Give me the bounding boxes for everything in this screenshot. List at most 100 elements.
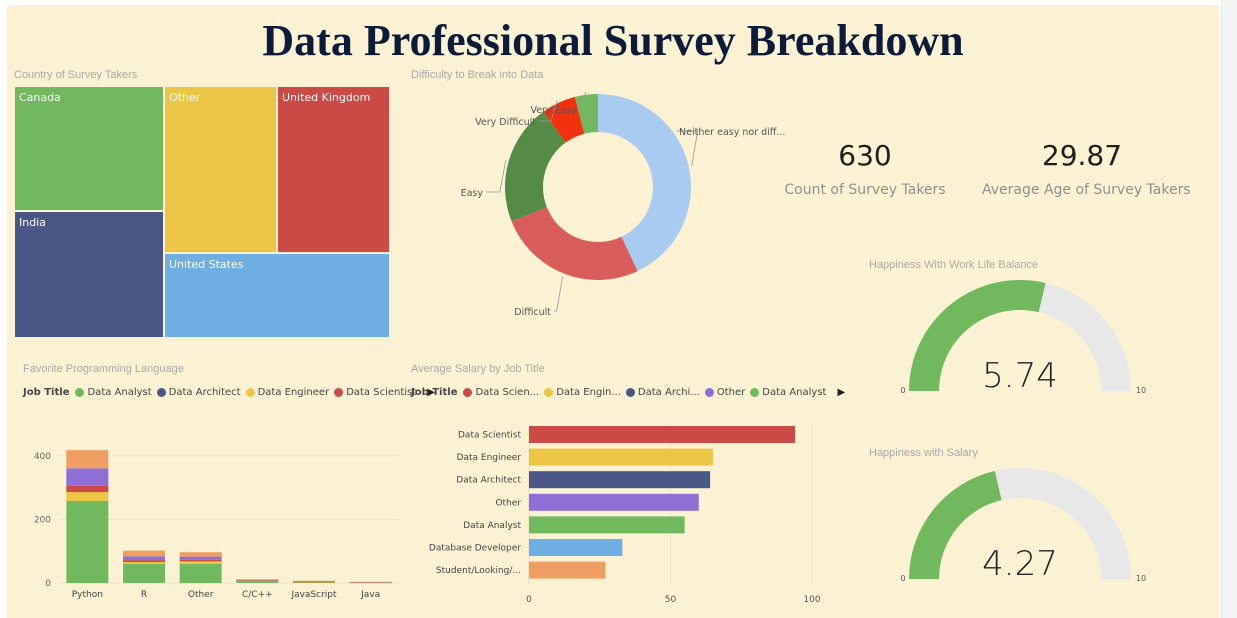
legend-item-data-scientist[interactable]: Data Scientist (334, 387, 416, 398)
y-tick-label: 0 (45, 579, 51, 589)
bar-segment-r-other[interactable] (123, 550, 165, 557)
country-treemap: Canada Other United Kingdom India United… (14, 86, 390, 338)
bar-segment-other-data-analyst[interactable] (179, 563, 222, 583)
donut-slice-neither-easy-nor-diff[interactable] (598, 94, 691, 272)
legend-item-data-architect[interactable]: Data Architect (156, 387, 241, 398)
salary-legend: Job Title Data Scien... Data Engin... Da… (411, 387, 845, 398)
bar-segment-other-data-engineer[interactable] (179, 561, 222, 564)
legend-label: Data Scien... (475, 387, 540, 398)
legend-label: Data Analyst (762, 387, 827, 398)
bar-segment-c-c-other[interactable] (236, 579, 279, 580)
salary-bar-student-looking[interactable] (529, 561, 606, 579)
bar-segment-other-data-scientist[interactable] (179, 559, 222, 562)
salary-bar-data-architect[interactable] (529, 471, 711, 489)
salary-bar-other[interactable] (529, 493, 699, 511)
tile-label: Canada (19, 91, 61, 104)
y-tick-label: Data Architect (456, 476, 521, 486)
legend-item-data-engineer[interactable]: Data Engineer (245, 387, 330, 398)
salary-legend-title: Job Title (411, 387, 458, 398)
treemap-tile-united-states[interactable]: United States (164, 253, 390, 338)
difficulty-chart-title: Difficulty to Break into Data (411, 69, 544, 81)
treemap-tile-canada[interactable]: Canada (14, 86, 164, 211)
donut-leader-line (579, 91, 587, 110)
donut-label-difficult: Difficult (514, 307, 551, 318)
bar-segment-python-other[interactable] (66, 468, 109, 486)
legend-item-other[interactable]: Other (704, 387, 746, 398)
legend-next-icon[interactable]: ▶ (427, 387, 435, 398)
gauge-min-label: 0 (900, 386, 905, 395)
salary-happiness-gauge: 4.27 0 10 (900, 468, 1146, 584)
salary-chart-title: Average Salary by Job Title (411, 363, 545, 375)
salary-bar-data-analyst[interactable] (529, 516, 685, 534)
legend-item-data-architect[interactable]: Data Archi... (625, 387, 700, 398)
legend-dot (750, 388, 760, 397)
legend-label: Data Engineer (257, 387, 330, 398)
count-kpi-label: Count of Survey Takers (784, 182, 946, 198)
donut-slice-difficult[interactable] (511, 207, 638, 280)
y-tick-label: Student/Looking/... (436, 566, 521, 576)
legend-label: Data Architect (168, 387, 241, 398)
language-chart-title: Favorite Programming Language (23, 363, 184, 375)
treemap-tile-india[interactable]: India (14, 211, 164, 338)
donut-slice-very-difficult[interactable] (543, 96, 585, 143)
donut-slice-easy[interactable] (505, 111, 566, 222)
x-tick-label: Java (360, 590, 380, 600)
legend-item-data-analyst[interactable]: Data Analyst (750, 387, 826, 398)
salary-bar-data-engineer[interactable] (529, 448, 713, 466)
bar-segment-r-data-engineer[interactable] (123, 562, 165, 564)
bar-segment-other-other[interactable] (179, 552, 222, 557)
tile-label: United Kingdom (282, 91, 371, 104)
x-tick-label: 50 (665, 595, 677, 605)
treemap-tile-other[interactable]: Other (164, 86, 277, 253)
legend-item-data-analyst[interactable]: Data Analyst (75, 387, 152, 398)
legend-dot (625, 388, 635, 397)
legend-label: Data Analyst (87, 387, 152, 398)
language-legend-title: Job Title (23, 387, 70, 398)
count-kpi-value: 630 (838, 139, 892, 172)
bar-segment-python-other[interactable] (66, 450, 109, 469)
gauge-fill (909, 280, 1046, 391)
bar-segment-javascript-other[interactable] (293, 580, 335, 582)
bar-segment-r-data-analyst[interactable] (123, 563, 165, 583)
donut-slice-very-easy[interactable] (574, 94, 598, 134)
gauge-value: 4.27 (982, 544, 1058, 584)
bar-segment-r-other[interactable] (123, 556, 165, 561)
dashboard-title: Data Professional Survey Breakdown (262, 16, 964, 65)
y-tick-label: Data Engineer (457, 453, 522, 463)
treemap-tile-united-kingdom[interactable]: United Kingdom (277, 86, 390, 253)
bar-segment-python-data-engineer[interactable] (66, 492, 109, 502)
legend-label: Other (716, 387, 746, 398)
legend-item-data-engineer[interactable]: Data Engin... (544, 387, 621, 398)
bar-segment-python-data-analyst[interactable] (66, 501, 109, 583)
y-tick-label: Database Developer (429, 544, 521, 554)
language-bar-chart: 0 200 400 Python R Other C/C++ JavaScript Java (34, 450, 399, 600)
age-kpi-value: 29.87 (1041, 139, 1123, 172)
legend-label: Data Archi... (637, 387, 700, 398)
bar-segment-other-other[interactable] (179, 556, 222, 560)
legend-next-icon[interactable]: ▶ (837, 387, 846, 398)
tile-label: India (19, 216, 46, 229)
x-tick-label: JavaScript (290, 590, 337, 600)
salary-bar-database-developer[interactable] (529, 539, 623, 556)
worklife-gauge-title: Happiness With Work Life Balance (869, 259, 1039, 271)
donut-leader-line (539, 100, 558, 122)
bar-segment-c-c-data-analyst[interactable] (236, 580, 279, 583)
y-tick-label: 400 (34, 452, 51, 462)
donut-label-very-difficult: Very Difficult (475, 117, 536, 128)
salary-bar-data-scientist[interactable] (529, 426, 796, 443)
x-tick-label: 100 (803, 595, 820, 605)
legend-dot (463, 388, 473, 397)
tile-label: Other (169, 91, 201, 104)
legend-dot (245, 388, 255, 397)
x-tick-label: R (141, 590, 147, 600)
gauge-min-label: 0 (900, 574, 905, 583)
legend-item-data-scientist[interactable]: Data Scien... (463, 387, 539, 398)
bar-segment-r-data-scientist[interactable] (123, 560, 165, 563)
age-kpi-label: Average Age of Survey Takers (982, 182, 1191, 198)
bar-segment-java-other[interactable] (349, 581, 392, 583)
bar-segment-python-data-scientist[interactable] (66, 485, 109, 493)
donut-leader-line (486, 160, 507, 193)
donut-label-neither-easy-nor-diff: Neither easy nor diff... (679, 127, 785, 138)
language-legend: Job Title Data Analyst Data Architect Da… (23, 387, 435, 398)
page-scrollbar[interactable] (1221, 0, 1237, 618)
